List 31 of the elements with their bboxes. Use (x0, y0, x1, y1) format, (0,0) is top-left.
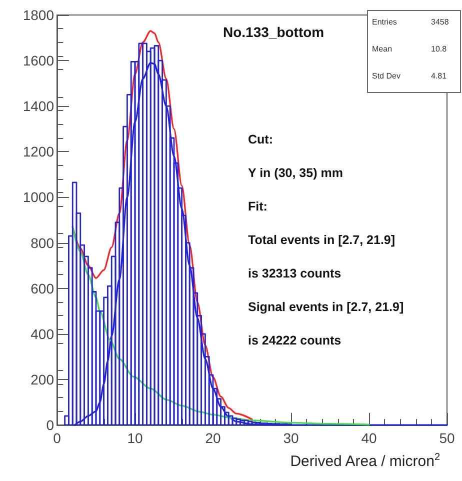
y-tick-label: 400 (30, 326, 54, 342)
x-tick-label: 40 (361, 430, 377, 446)
y-tick-label: 0 (46, 417, 54, 433)
y-tick-label: 1200 (22, 144, 54, 160)
line-series (74, 62, 448, 426)
annotation: is 32313 counts (248, 266, 342, 280)
y-tick-label: 1800 (22, 7, 54, 23)
y-tick-label: 600 (30, 280, 54, 296)
annotation: 4.81 (431, 72, 448, 80)
annotation: Std Dev (372, 72, 400, 80)
annotation: Cut: (248, 132, 273, 146)
x-tick-label: 10 (127, 430, 143, 446)
y-tick-label: 800 (30, 234, 54, 251)
annotation: is 24222 counts (248, 334, 342, 348)
annotation: Y in (30, 35) mm (248, 166, 343, 180)
y-tick-label: 1400 (22, 98, 54, 114)
annotation: Fit: (248, 200, 268, 214)
y-tick-label: 1600 (22, 52, 54, 69)
x-axis-title: Derived Area / micron$^{2}$ (290, 452, 440, 470)
y-tick-label: 200 (30, 371, 54, 388)
annotation: Signal events in [2.7, 21.9] (248, 300, 404, 314)
text: No.133_bottom (223, 24, 324, 40)
x-tick-label: 20 (205, 430, 221, 446)
annotation: 3458 (431, 18, 450, 26)
x-tick-label: 50 (439, 430, 455, 446)
x-tick-label: 30 (283, 430, 299, 446)
y-tick-label: 1000 (22, 189, 54, 206)
annotation: Mean (372, 44, 392, 54)
annotation: Entries (372, 18, 397, 26)
annotation: 10.8 (431, 44, 448, 54)
annotation: Total events in [2.7, 21.9] (248, 233, 396, 247)
